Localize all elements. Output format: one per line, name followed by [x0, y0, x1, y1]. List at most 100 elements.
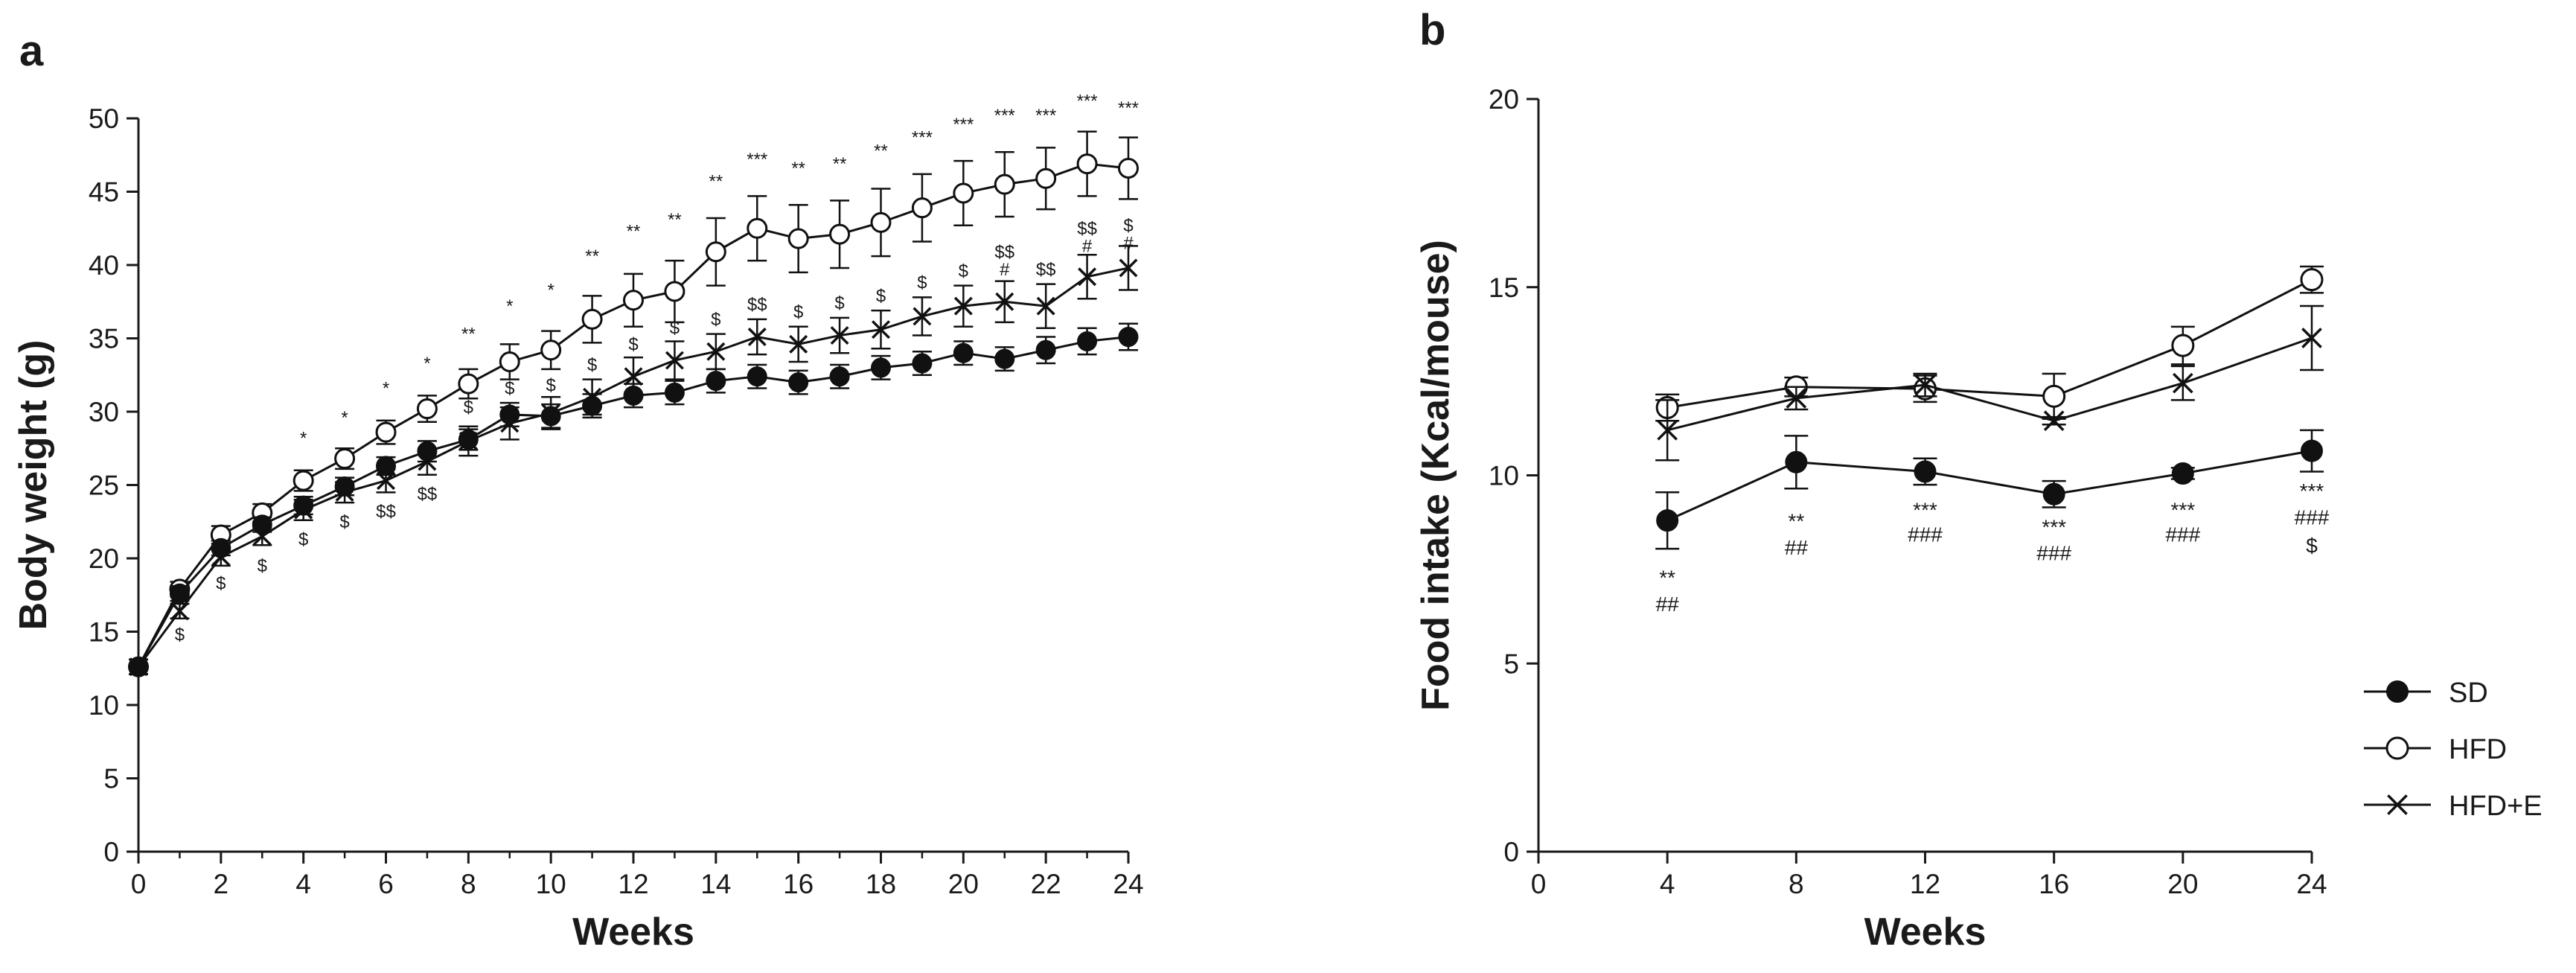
data-point-hfd-e-12: [1914, 374, 1936, 396]
axes-b: [1527, 98, 2313, 864]
significance-mark: ***: [2042, 515, 2066, 538]
x-axis-title: Weeks: [1864, 910, 1987, 954]
significance-mark: *: [547, 280, 554, 300]
series-sd: [128, 322, 1139, 677]
data-point-hfd-9: [499, 351, 520, 373]
significance-mark: ###: [2165, 523, 2200, 546]
x-tick-label-16: 16: [783, 869, 814, 899]
y-tick-label-30: 30: [89, 397, 119, 427]
y-tick-label-5: 5: [1503, 648, 1519, 679]
significance-annotations-a: ******************* ** ********** *** ******…: [175, 91, 1139, 645]
data-point-hfd-e-23: [1078, 267, 1097, 287]
data-point-hfd-24: [2300, 268, 2324, 292]
data-point-hfd-e-19: [913, 307, 932, 326]
data-point-sd-6: [376, 456, 396, 476]
data-point-sd-19: [912, 353, 933, 374]
significance-mark: $$: [1036, 260, 1056, 280]
significance-mark: $$: [994, 242, 1014, 262]
series-line-hfd-e: [1666, 336, 2313, 432]
y-tick-label-25: 25: [89, 470, 119, 501]
y-axis-title: Body weight (g): [12, 340, 55, 631]
significance-mark: ***: [1077, 91, 1098, 111]
significance-mark: **: [585, 246, 599, 267]
x-tick-label-0: 0: [1531, 869, 1547, 899]
series-hfd-e: [1655, 304, 2324, 462]
significance-mark: $: [711, 310, 720, 330]
x-tick-label-6: 6: [378, 869, 394, 899]
y-tick-label-45: 45: [89, 177, 119, 208]
x-tick-label-24: 24: [2296, 869, 2327, 899]
significance-mark: $: [959, 261, 968, 281]
significance-mark: ***: [1035, 106, 1056, 126]
data-point-hfd-e-12: [624, 367, 643, 386]
significance-mark: $: [670, 319, 680, 339]
legend-entry-sd: SD: [2364, 677, 2488, 709]
data-point-hfd-12: [623, 290, 644, 311]
significance-mark: ##: [1785, 536, 1809, 559]
y-tick-label-35: 35: [89, 324, 119, 354]
data-point-sd-9: [499, 404, 520, 425]
data-point-sd-22: [1035, 339, 1056, 360]
data-point-hfd-e-4: [1657, 420, 1678, 441]
data-point-sd-8: [458, 429, 479, 450]
data-point-sd-23: [1077, 331, 1098, 351]
significance-mark: *: [424, 354, 430, 374]
data-point-hfd-5: [334, 448, 356, 470]
significance-mark: *: [506, 296, 513, 316]
y-axis-title: Food intake (Kcal/mouse): [1414, 240, 1457, 711]
data-point-sd-16: [2042, 482, 2065, 505]
data-point-hfd-e-17: [830, 326, 849, 345]
data-point-hfd-16: [2042, 384, 2066, 408]
data-point-hfd-e-20: [2172, 372, 2193, 394]
x-tick-label-4: 4: [1660, 869, 1675, 899]
significance-mark: $: [298, 529, 308, 549]
data-point-hfd-11: [581, 308, 603, 330]
panel-label-a: a: [19, 27, 44, 75]
x-tick-label-22: 22: [1031, 869, 1061, 899]
significance-mark: ***: [2170, 499, 2195, 522]
significance-mark: $$: [418, 484, 438, 504]
data-point-sd-4: [293, 495, 314, 516]
x-tick-label-18: 18: [866, 869, 896, 899]
legend-marker-hfd-e: [2387, 794, 2408, 815]
data-point-hfd-6: [375, 421, 397, 443]
significance-mark: $$: [747, 295, 767, 315]
data-point-hfd-20: [953, 182, 974, 204]
significance-mark: $: [876, 286, 886, 306]
significance-mark: $: [546, 376, 555, 396]
significance-mark: **: [833, 154, 847, 174]
data-point-hfd-e-18: [872, 320, 890, 339]
data-point-hfd-e-22: [1036, 296, 1055, 316]
data-point-sd-10: [540, 406, 561, 427]
y-tick-label-10: 10: [89, 690, 119, 721]
x-tick-label-16: 16: [2039, 869, 2069, 899]
significance-mark: ***: [1118, 98, 1139, 118]
data-point-sd-21: [994, 348, 1015, 369]
significance-mark: **: [874, 141, 888, 161]
x-tick-label-12: 12: [1910, 869, 1940, 899]
significance-mark: **: [1788, 510, 1804, 533]
data-point-hfd-10: [540, 339, 562, 361]
y-tick-label-15: 15: [89, 617, 119, 648]
data-point-hfd-24: [1118, 157, 1139, 179]
series-line-sd: [1666, 450, 2313, 522]
legend-marker-hfd: [2385, 736, 2409, 760]
data-point-sd-17: [829, 366, 850, 387]
y-tick-label-40: 40: [89, 250, 119, 281]
data-point-hfd-18: [870, 211, 892, 233]
y-tick-label-15: 15: [1489, 272, 1519, 303]
data-point-sd-20: [953, 342, 974, 363]
x-tick-label-8: 8: [461, 869, 476, 899]
data-point-hfd-e-14: [706, 342, 726, 361]
data-point-hfd-15: [747, 217, 768, 239]
data-point-hfd-22: [1035, 168, 1057, 189]
significance-mark: $: [917, 273, 927, 293]
y-tick-label-20: 20: [1489, 84, 1519, 115]
data-point-hfd-13: [664, 281, 685, 302]
data-point-hfd-19: [911, 197, 933, 219]
significance-mark: $: [339, 512, 349, 532]
data-point-sd-0: [128, 657, 149, 677]
data-point-sd-2: [211, 537, 231, 558]
